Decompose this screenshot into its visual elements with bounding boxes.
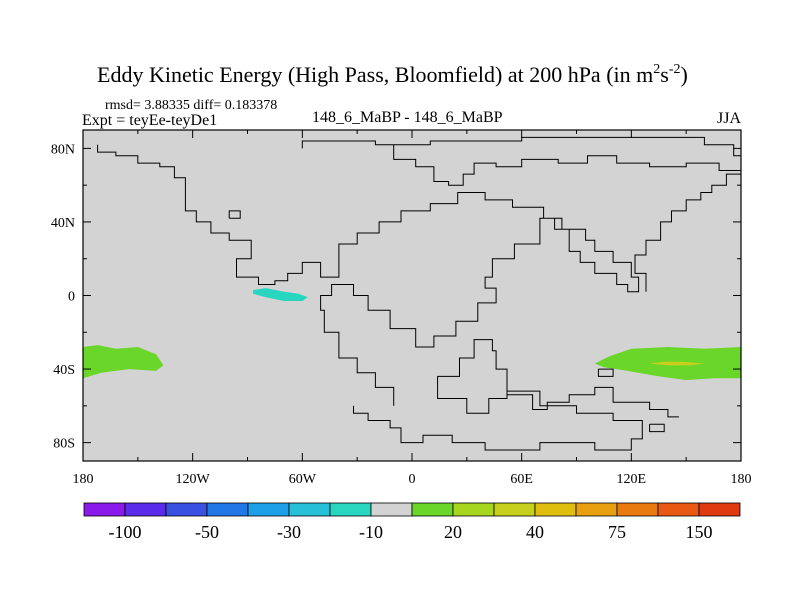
colorbar-swatch bbox=[165, 502, 208, 517]
colorbar-swatch bbox=[657, 502, 700, 517]
colorbar-label: 40 bbox=[526, 522, 544, 542]
x-tick-label: 120W bbox=[176, 472, 211, 487]
colorbar-label: 75 bbox=[608, 522, 626, 542]
colorbar-swatch bbox=[575, 502, 618, 517]
y-tick-label: 80S bbox=[53, 437, 75, 452]
colorbar-swatch bbox=[411, 502, 454, 517]
colorbar-swatch bbox=[247, 502, 290, 517]
positive-anomaly-south-pacific-west bbox=[83, 345, 164, 379]
chart-title: Eddy Kinetic Energy (High Pass, Bloomfie… bbox=[97, 62, 688, 87]
x-tick-label: 60E bbox=[510, 472, 533, 487]
colorbar-label: -50 bbox=[195, 522, 219, 542]
colorbar-swatch bbox=[124, 502, 167, 517]
x-tick-label: 180 bbox=[73, 472, 94, 487]
x-tick-label: 120E bbox=[617, 472, 647, 487]
coastline-arctic-rim bbox=[393, 144, 741, 186]
colorbar-swatch bbox=[288, 502, 331, 517]
positive-anomaly-core bbox=[649, 361, 705, 366]
map-background bbox=[83, 130, 741, 461]
comparison-label: 148_6_MaBP - 148_6_MaBP bbox=[312, 109, 503, 126]
y-tick-label: 40N bbox=[51, 216, 75, 231]
colorbar-label: 150 bbox=[686, 522, 713, 542]
stats-label: rmsd= 3.88335 diff= 0.183378 bbox=[105, 98, 277, 113]
colorbar-swatch bbox=[83, 502, 126, 517]
negative-anomaly-equatorial-east-pacific bbox=[253, 288, 308, 301]
colorbar-swatch bbox=[616, 502, 659, 517]
island-western-small bbox=[228, 210, 241, 219]
colorbar-swatch bbox=[370, 502, 413, 517]
colorbar-swatch bbox=[493, 502, 536, 517]
y-tick-label: 0 bbox=[68, 290, 75, 305]
coastline-south-continent bbox=[353, 339, 679, 451]
coastline-north-continent bbox=[97, 144, 640, 406]
y-tick-label: 80N bbox=[51, 142, 75, 157]
island-far-south bbox=[649, 423, 665, 433]
colorbar-swatch bbox=[329, 502, 372, 517]
x-tick-label: 60W bbox=[289, 472, 317, 487]
colorbar-swatch bbox=[534, 502, 577, 517]
colorbar-label: 20 bbox=[444, 522, 462, 542]
x-tick-label: 180 bbox=[731, 472, 752, 487]
colorbar-swatch bbox=[206, 502, 249, 517]
coastline-east-continent bbox=[634, 173, 741, 292]
colorbar-swatch bbox=[698, 502, 741, 517]
coastline-arctic bbox=[301, 136, 741, 157]
season-label: JJA bbox=[717, 110, 741, 127]
x-tick-label: 0 bbox=[409, 472, 416, 487]
colorbar-swatch bbox=[452, 502, 495, 517]
colorbar-label: -10 bbox=[359, 522, 383, 542]
colorbar-label: -30 bbox=[277, 522, 301, 542]
colorbar-label: -100 bbox=[109, 522, 142, 542]
y-tick-label: 40S bbox=[53, 363, 75, 378]
island-mid-east bbox=[597, 368, 614, 377]
experiment-label: Expt = teyEe-teyDe1 bbox=[82, 112, 217, 129]
